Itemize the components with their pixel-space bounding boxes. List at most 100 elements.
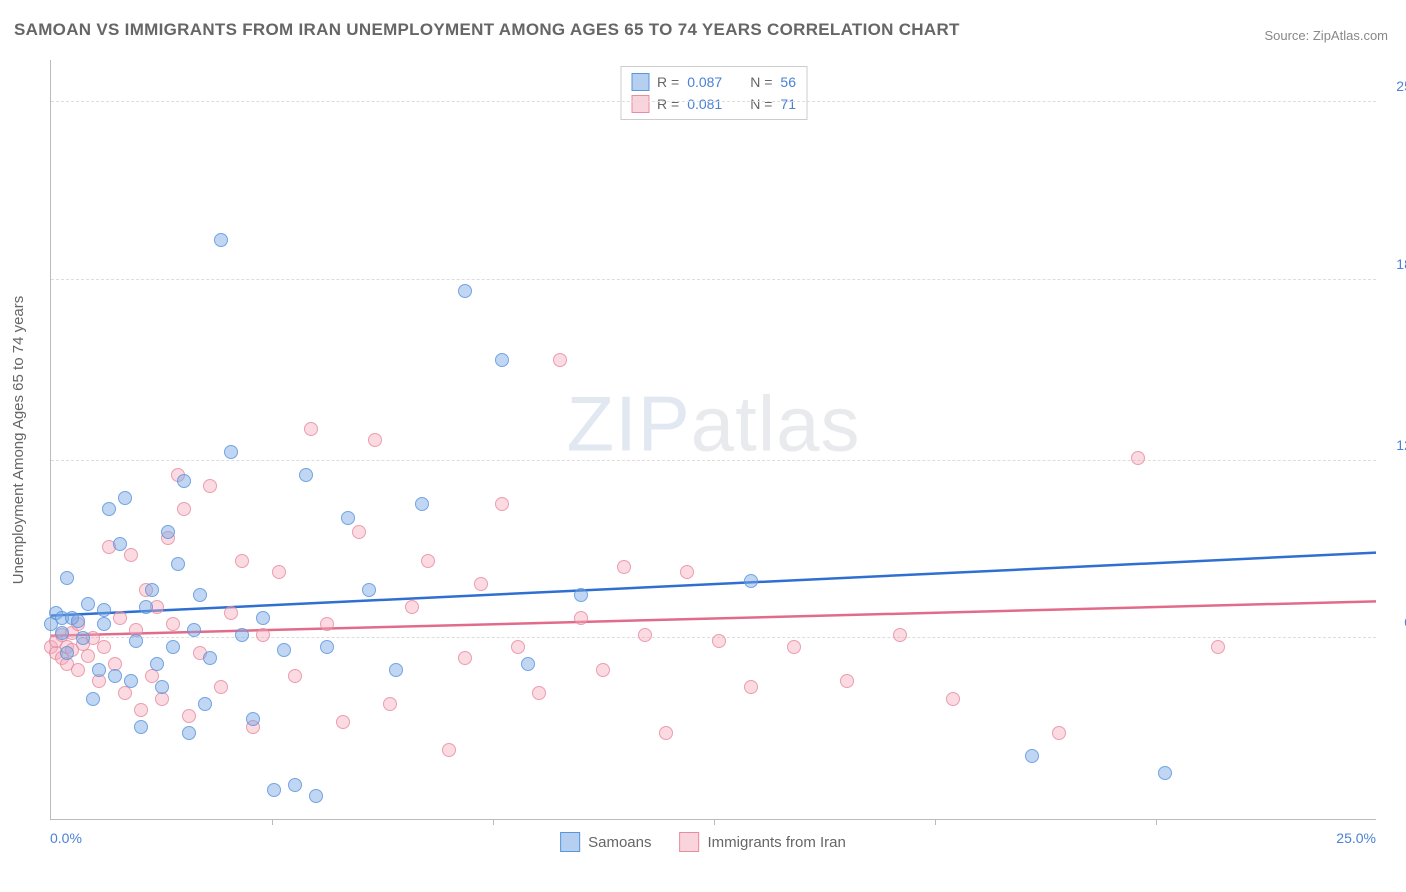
data-point: [1025, 749, 1039, 763]
data-point: [458, 284, 472, 298]
data-point: [256, 628, 270, 642]
legend-r-label: R =: [657, 96, 679, 112]
data-point: [744, 680, 758, 694]
data-point: [304, 422, 318, 436]
x-tick: [272, 819, 273, 825]
data-point: [134, 720, 148, 734]
legend-label: Immigrants from Iran: [708, 834, 846, 851]
legend-row: R =0.087N =56: [631, 71, 796, 93]
legend-swatch: [631, 95, 649, 113]
data-point: [71, 663, 85, 677]
data-point: [421, 554, 435, 568]
data-point: [246, 712, 260, 726]
data-point: [383, 697, 397, 711]
data-point: [166, 640, 180, 654]
x-tick-min: 0.0%: [50, 830, 82, 846]
legend-n-label: N =: [750, 74, 772, 90]
data-point: [187, 623, 201, 637]
data-point: [474, 577, 488, 591]
data-point: [235, 628, 249, 642]
data-point: [177, 474, 191, 488]
data-point: [134, 703, 148, 717]
data-point: [893, 628, 907, 642]
trend-lines: [51, 60, 1376, 819]
data-point: [495, 353, 509, 367]
data-point: [368, 433, 382, 447]
data-point: [574, 611, 588, 625]
data-point: [553, 353, 567, 367]
data-point: [129, 634, 143, 648]
legend-r-value: 0.087: [687, 74, 722, 90]
data-point: [256, 611, 270, 625]
data-point: [97, 617, 111, 631]
data-point: [155, 680, 169, 694]
watermark-bold: ZIP: [566, 380, 690, 468]
data-point: [145, 583, 159, 597]
data-point: [495, 497, 509, 511]
data-point: [81, 649, 95, 663]
data-point: [92, 663, 106, 677]
data-point: [166, 617, 180, 631]
data-point: [1131, 451, 1145, 465]
data-point: [442, 743, 456, 757]
data-point: [214, 233, 228, 247]
data-point: [320, 640, 334, 654]
chart-title: SAMOAN VS IMMIGRANTS FROM IRAN UNEMPLOYM…: [14, 20, 960, 40]
data-point: [617, 560, 631, 574]
data-point: [193, 588, 207, 602]
data-point: [1211, 640, 1225, 654]
data-point: [139, 600, 153, 614]
trend-line: [51, 553, 1376, 616]
data-point: [171, 557, 185, 571]
data-point: [161, 525, 175, 539]
legend-row: R =0.081N =71: [631, 93, 796, 115]
legend-n-value: 71: [780, 96, 796, 112]
legend-n-label: N =: [750, 96, 772, 112]
data-point: [352, 525, 366, 539]
legend-r-label: R =: [657, 74, 679, 90]
data-point: [574, 588, 588, 602]
data-point: [415, 497, 429, 511]
data-point: [277, 643, 291, 657]
legend-swatch: [631, 73, 649, 91]
x-tick: [493, 819, 494, 825]
data-point: [97, 603, 111, 617]
data-point: [840, 674, 854, 688]
data-point: [60, 646, 74, 660]
data-point: [532, 686, 546, 700]
data-point: [299, 468, 313, 482]
data-point: [214, 680, 228, 694]
data-point: [659, 726, 673, 740]
data-point: [102, 502, 116, 516]
data-point: [744, 574, 758, 588]
data-point: [712, 634, 726, 648]
y-tick-label: 18.8%: [1381, 256, 1406, 272]
data-point: [267, 783, 281, 797]
y-tick-label: 12.5%: [1381, 437, 1406, 453]
legend-swatch: [680, 832, 700, 852]
gridline: [51, 279, 1376, 280]
watermark: ZIPatlas: [566, 379, 860, 470]
data-point: [336, 715, 350, 729]
data-point: [97, 640, 111, 654]
x-tick: [935, 819, 936, 825]
data-point: [288, 778, 302, 792]
legend-item: Samoans: [560, 832, 651, 852]
legend-item: Immigrants from Iran: [680, 832, 846, 852]
data-point: [389, 663, 403, 677]
legend-label: Samoans: [588, 834, 651, 851]
data-point: [596, 663, 610, 677]
data-point: [1158, 766, 1172, 780]
data-point: [405, 600, 419, 614]
data-point: [787, 640, 801, 654]
x-tick-max: 25.0%: [1336, 830, 1376, 846]
gridline: [51, 101, 1376, 102]
data-point: [638, 628, 652, 642]
y-axis-label: Unemployment Among Ages 65 to 74 years: [10, 296, 27, 585]
data-point: [203, 651, 217, 665]
data-point: [946, 692, 960, 706]
data-point: [288, 669, 302, 683]
data-point: [680, 565, 694, 579]
data-point: [511, 640, 525, 654]
chart-container: SAMOAN VS IMMIGRANTS FROM IRAN UNEMPLOYM…: [0, 0, 1406, 892]
